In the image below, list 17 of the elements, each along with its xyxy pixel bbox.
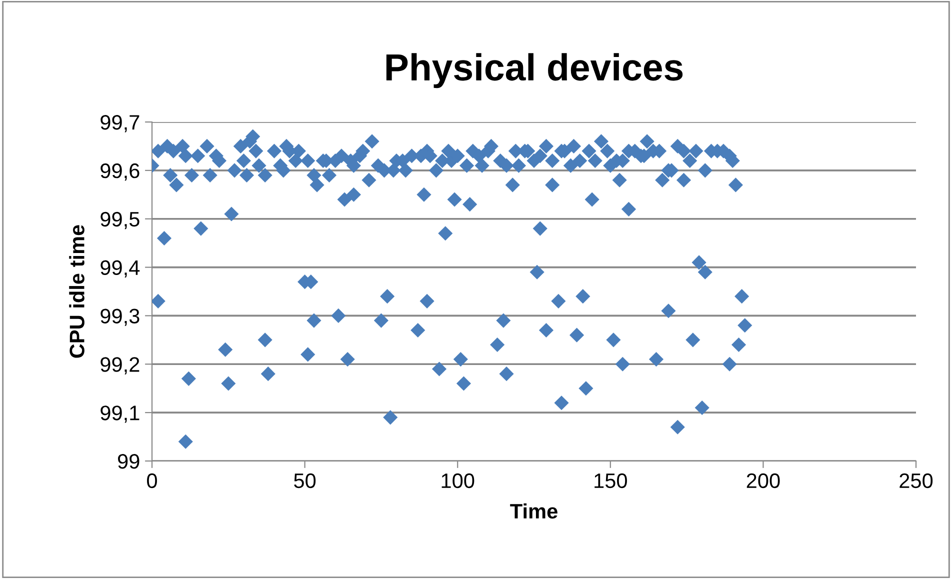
x-tick-label: 200 [746,473,780,488]
y-tick-label: 99 [118,454,140,469]
x-tick-label: 250 [900,473,933,488]
x-tick-label: 0 [147,473,157,488]
y-tick-label: 99,5 [100,212,140,230]
x-tick-label: 100 [442,473,474,488]
y-tick-label: 99,1 [100,406,140,423]
x-tick-label: 50 [294,473,316,488]
y-axis-title: CPU idle time [69,225,84,358]
y-tick-label: 99,6 [100,163,140,181]
x-axis-title: Time [510,503,558,519]
y-tick-label: 99,4 [100,260,140,278]
y-tick-label: 99,2 [100,357,140,374]
y-tick-label: 99,7 [100,115,140,132]
x-tick-label: 150 [594,473,627,488]
y-tick-label: 99,3 [100,308,140,326]
chart-title: Physical devices [386,53,683,88]
